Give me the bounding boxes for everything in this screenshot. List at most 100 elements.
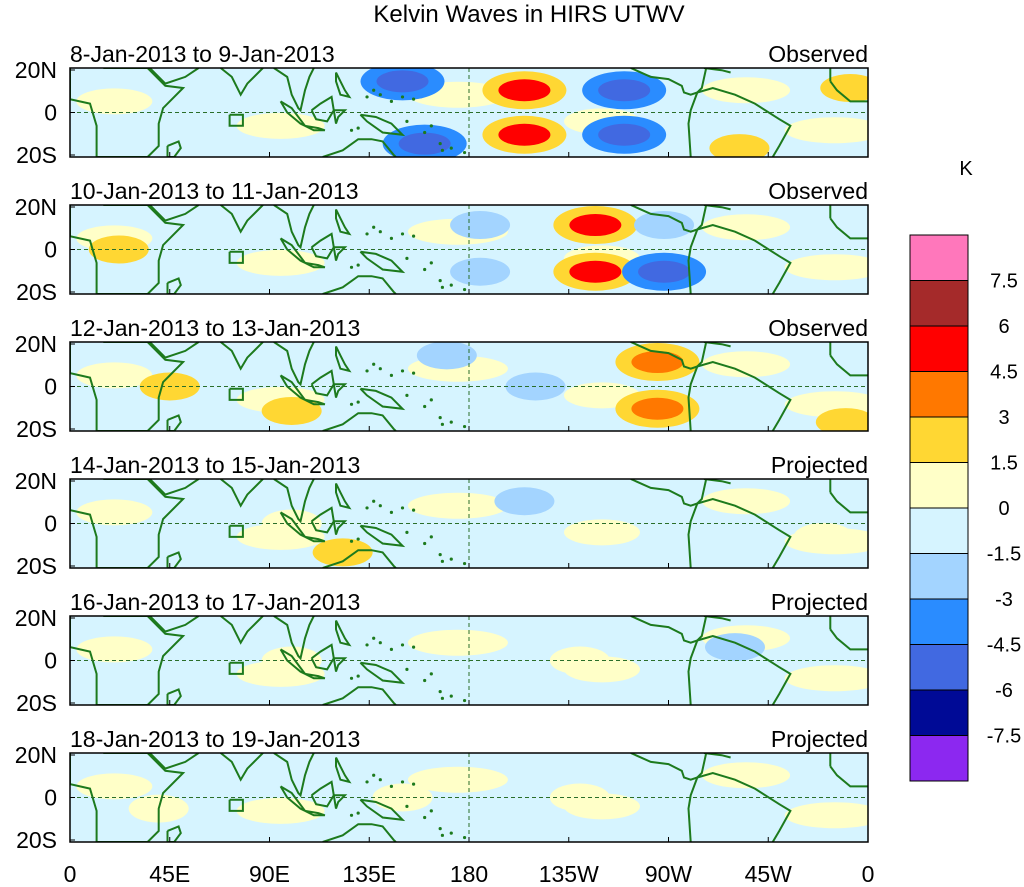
- island-dot: [462, 835, 467, 840]
- coastline: [687, 86, 792, 157]
- island-dot: [400, 780, 405, 784]
- coastline: [149, 479, 200, 496]
- island-dot: [400, 232, 405, 236]
- anomaly-core: [498, 123, 551, 146]
- anomaly-core: [398, 132, 451, 155]
- coastline: [322, 138, 397, 157]
- island-dot: [462, 698, 467, 703]
- coastline: [149, 753, 200, 770]
- band-anomaly: [76, 773, 153, 800]
- anomaly-contour: [820, 74, 868, 103]
- island-dot: [372, 499, 376, 503]
- coastlines: [70, 205, 868, 294]
- island-dot: [411, 234, 416, 238]
- island-dot: [429, 398, 433, 402]
- island-dot: [440, 148, 444, 152]
- island-dot: [400, 506, 405, 510]
- island-dot: [365, 506, 369, 510]
- coastline: [273, 205, 315, 250]
- x-tick-label: 0: [862, 861, 875, 887]
- coastline: [149, 205, 200, 222]
- island-dot: [372, 88, 376, 92]
- panel-kind: Observed: [768, 315, 868, 341]
- y-tick-label: 20N: [15, 605, 57, 631]
- coastline: [304, 535, 326, 543]
- coastline: [279, 785, 306, 812]
- island-dot: [440, 422, 444, 426]
- coastline: [335, 345, 352, 373]
- colorbar-swatch: [909, 507, 969, 554]
- band-anomaly: [236, 797, 325, 824]
- chart-title: Kelvin Waves in HIRS UTWV: [373, 1, 684, 28]
- island-dot: [389, 647, 394, 651]
- band-anomaly: [702, 488, 791, 515]
- colorbar-swatch: [909, 280, 969, 327]
- y-tick-label: 20N: [15, 57, 57, 83]
- coastline: [228, 524, 244, 538]
- panel-date-range: 14-Jan-2013 to 15-Jan-2013: [70, 452, 360, 478]
- coastline: [335, 620, 352, 647]
- island-dot: [429, 535, 433, 539]
- anomaly-contour: [261, 646, 322, 675]
- colorbar-label: 7.5: [990, 271, 1018, 293]
- coastline: [332, 246, 348, 261]
- island-dot: [372, 636, 376, 640]
- panel-contours: [76, 625, 868, 692]
- colorbar: 7.5 6 4.5 3 1.5 0 -1.5 -3 -4.5 -6 -7.5: [909, 234, 1021, 782]
- coastline: [228, 387, 244, 401]
- coastline: [304, 398, 326, 406]
- coastlines: [70, 479, 868, 568]
- coastline: [220, 753, 264, 782]
- anomaly-contour: [450, 211, 511, 240]
- island-dot: [423, 130, 427, 135]
- coastline: [322, 549, 397, 568]
- coastlines: [70, 616, 868, 705]
- anomaly-contour: [450, 257, 511, 286]
- island-dot: [372, 773, 376, 777]
- panel-date-range: 12-Jan-2013 to 13-Jan-2013: [70, 315, 360, 341]
- island-dot: [405, 256, 409, 260]
- anomaly-core: [598, 79, 651, 102]
- y-tick-label: 20S: [16, 690, 57, 716]
- y-tick-label: 20S: [16, 553, 57, 579]
- coastline: [304, 672, 326, 680]
- island-dot: [449, 694, 453, 698]
- band-anomaly: [702, 351, 791, 378]
- y-tick-label: 0: [44, 100, 57, 126]
- island-dot: [449, 557, 453, 561]
- anomaly-contour: [494, 487, 555, 516]
- panel-6: 20N 0 20S 18-Jan-2013 to 19-Jan-2013 Project…: [15, 726, 869, 853]
- colorbar-swatch: [909, 689, 969, 736]
- coastline: [829, 628, 868, 651]
- coastline: [149, 68, 200, 85]
- band-anomaly: [564, 519, 640, 546]
- anomaly-core: [631, 351, 684, 374]
- coastline: [332, 794, 348, 809]
- anomaly-contour: [815, 408, 868, 431]
- coastline: [279, 511, 306, 538]
- island-dot: [438, 142, 442, 146]
- colorbar-label: 0: [998, 498, 1009, 520]
- island-dot: [356, 674, 360, 678]
- island-dot: [462, 424, 467, 429]
- coastline: [359, 387, 406, 411]
- anomaly-core: [631, 397, 684, 420]
- coastlines: [70, 342, 868, 431]
- island-dot: [449, 283, 453, 287]
- y-tick-label: 20S: [16, 416, 57, 442]
- y-tick-label: 0: [44, 785, 57, 811]
- panel-3: 20N 0 20S 12-Jan-2013 to 13-Jan-2013 Observe…: [15, 315, 869, 442]
- colorbar-swatch: [909, 416, 969, 463]
- panel-1: 20N 0 20S 8-Jan-2013 to 9-Jan-2013 Observed: [15, 41, 869, 168]
- island-dot: [389, 510, 394, 514]
- coastline: [70, 753, 186, 842]
- x-axis-ticks: 0 45E 90E 135E 180 135W 90W 45W 0: [64, 861, 875, 887]
- anomaly-contour: [416, 342, 477, 370]
- island-dot: [411, 508, 416, 512]
- y-tick-label: 20N: [15, 331, 57, 357]
- band-anomaly: [407, 492, 508, 519]
- coastline: [359, 798, 406, 822]
- coastline: [332, 657, 348, 672]
- anomaly-core: [569, 260, 622, 283]
- coastline: [273, 479, 315, 524]
